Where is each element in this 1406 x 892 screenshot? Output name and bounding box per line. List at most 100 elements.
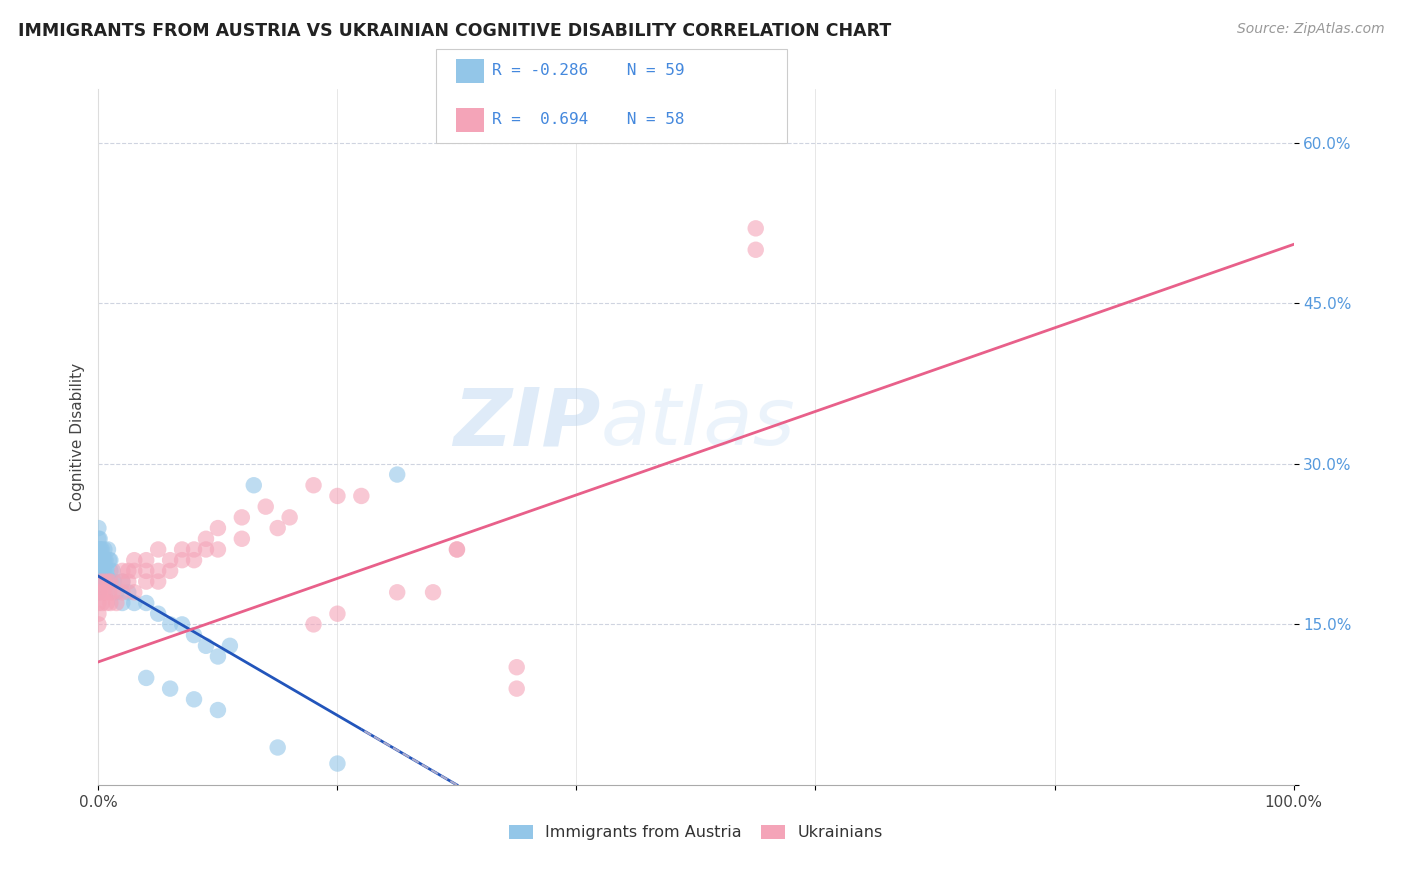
Point	[135, 574, 157, 589]
Point	[326, 756, 349, 771]
Point	[89, 564, 111, 578]
Point	[172, 542, 194, 557]
Y-axis label: Cognitive Disability: Cognitive Disability	[69, 363, 84, 511]
Point	[111, 564, 134, 578]
Point	[172, 553, 194, 567]
Point	[91, 564, 114, 578]
Point	[94, 574, 117, 589]
Point	[148, 564, 170, 578]
Point	[183, 553, 205, 567]
Point	[87, 542, 110, 557]
Point	[243, 478, 266, 492]
Point	[135, 564, 157, 578]
Point	[207, 703, 229, 717]
Point	[90, 564, 112, 578]
Point	[326, 489, 349, 503]
Point	[111, 585, 134, 599]
Point	[159, 553, 181, 567]
Point	[124, 564, 146, 578]
Point	[101, 585, 124, 599]
Point	[89, 574, 111, 589]
Point	[195, 532, 218, 546]
Point	[207, 542, 229, 557]
Point	[87, 564, 110, 578]
Point	[195, 542, 218, 557]
Point	[183, 542, 205, 557]
Point	[91, 574, 114, 589]
Point	[90, 542, 112, 557]
Point	[111, 596, 134, 610]
Point	[506, 681, 529, 696]
Point	[111, 574, 134, 589]
Point	[446, 542, 468, 557]
Text: Source: ZipAtlas.com: Source: ZipAtlas.com	[1237, 22, 1385, 37]
Point	[148, 607, 170, 621]
Point	[89, 585, 111, 599]
Point	[97, 542, 120, 557]
Point	[254, 500, 277, 514]
Point	[87, 553, 110, 567]
Point	[422, 585, 444, 599]
Point	[90, 574, 112, 589]
Point	[101, 564, 124, 578]
Point	[89, 553, 111, 567]
Point	[183, 628, 205, 642]
Point	[87, 607, 110, 621]
Point	[90, 574, 112, 589]
Text: R = -0.286    N = 59: R = -0.286 N = 59	[492, 63, 685, 78]
Point	[91, 585, 114, 599]
Point	[105, 585, 128, 599]
Point	[148, 574, 170, 589]
Point	[105, 596, 128, 610]
Point	[385, 467, 409, 482]
Point	[446, 542, 468, 557]
Point	[159, 617, 181, 632]
Point	[103, 574, 125, 589]
Point	[302, 617, 325, 632]
Point	[87, 532, 110, 546]
Point	[89, 532, 111, 546]
Point	[90, 553, 112, 567]
Point	[87, 574, 110, 589]
Point	[96, 596, 118, 610]
Point	[117, 574, 139, 589]
Point	[93, 564, 115, 578]
Point	[219, 639, 242, 653]
Point	[91, 542, 114, 557]
Point	[93, 553, 115, 567]
Point	[302, 478, 325, 492]
Point	[91, 553, 114, 567]
Point	[231, 532, 253, 546]
Point	[98, 596, 122, 610]
Point	[94, 553, 117, 567]
Point	[117, 564, 139, 578]
Point	[97, 574, 120, 589]
Point	[98, 574, 122, 589]
Legend: Immigrants from Austria, Ukrainians: Immigrants from Austria, Ukrainians	[502, 818, 890, 847]
Point	[87, 585, 110, 599]
Point	[87, 553, 110, 567]
Point	[87, 521, 110, 535]
Point	[172, 617, 194, 632]
Point	[87, 596, 110, 610]
Point	[231, 510, 253, 524]
Point	[96, 564, 118, 578]
Point	[89, 542, 111, 557]
Point	[148, 542, 170, 557]
Point	[91, 596, 114, 610]
Point	[93, 574, 115, 589]
Point	[124, 553, 146, 567]
Point	[117, 585, 139, 599]
Point	[326, 607, 349, 621]
Point	[745, 243, 768, 257]
Text: ZIP: ZIP	[453, 384, 600, 462]
Point	[207, 521, 229, 535]
Point	[183, 692, 205, 706]
Point	[745, 221, 768, 235]
Point	[93, 542, 115, 557]
Point	[98, 553, 122, 567]
Point	[98, 585, 121, 599]
Point	[87, 585, 110, 599]
Point	[195, 639, 218, 653]
Point	[94, 585, 117, 599]
